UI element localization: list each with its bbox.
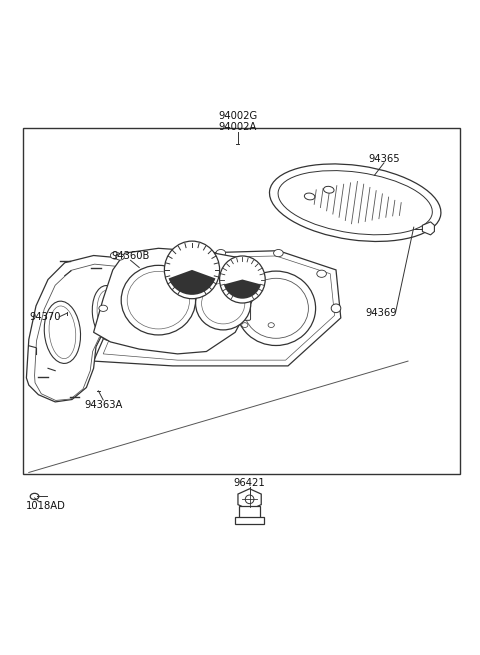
Ellipse shape xyxy=(97,290,119,336)
Wedge shape xyxy=(224,280,261,299)
Ellipse shape xyxy=(242,323,248,328)
Ellipse shape xyxy=(155,276,225,341)
Polygon shape xyxy=(94,248,254,354)
Ellipse shape xyxy=(317,270,326,277)
Ellipse shape xyxy=(202,283,245,324)
Ellipse shape xyxy=(324,186,334,193)
Ellipse shape xyxy=(269,164,441,242)
Ellipse shape xyxy=(44,301,81,364)
Ellipse shape xyxy=(148,269,232,348)
Text: 94363A: 94363A xyxy=(84,400,122,410)
Ellipse shape xyxy=(116,254,124,260)
Polygon shape xyxy=(235,517,264,524)
Text: 94002A: 94002A xyxy=(218,122,257,132)
Ellipse shape xyxy=(127,271,190,329)
Polygon shape xyxy=(103,256,335,360)
Ellipse shape xyxy=(236,271,316,345)
Polygon shape xyxy=(94,251,341,366)
Ellipse shape xyxy=(192,248,201,254)
Ellipse shape xyxy=(304,193,315,200)
Polygon shape xyxy=(238,489,261,510)
Ellipse shape xyxy=(236,261,244,267)
Ellipse shape xyxy=(274,250,283,257)
Ellipse shape xyxy=(196,277,251,330)
Text: 1018AD: 1018AD xyxy=(25,501,66,511)
Text: 94365: 94365 xyxy=(368,154,400,164)
Ellipse shape xyxy=(110,252,120,259)
Ellipse shape xyxy=(30,493,39,500)
Ellipse shape xyxy=(331,304,341,312)
Ellipse shape xyxy=(164,241,219,299)
Text: 94002G: 94002G xyxy=(218,111,257,121)
Polygon shape xyxy=(422,222,434,235)
Polygon shape xyxy=(239,506,260,519)
Text: 94370: 94370 xyxy=(30,312,61,322)
Ellipse shape xyxy=(216,250,226,257)
Ellipse shape xyxy=(268,323,275,328)
Ellipse shape xyxy=(278,170,432,234)
Ellipse shape xyxy=(243,278,308,338)
Wedge shape xyxy=(168,270,216,295)
Polygon shape xyxy=(26,255,146,402)
Ellipse shape xyxy=(49,306,76,359)
Polygon shape xyxy=(35,264,140,400)
Ellipse shape xyxy=(121,265,196,335)
Bar xyxy=(23,128,460,474)
Text: 94369: 94369 xyxy=(366,308,397,318)
Ellipse shape xyxy=(220,323,227,328)
Ellipse shape xyxy=(245,495,254,504)
Ellipse shape xyxy=(158,250,168,257)
Ellipse shape xyxy=(92,286,124,341)
Text: 94360B: 94360B xyxy=(111,251,150,261)
Text: 96421: 96421 xyxy=(234,477,265,487)
FancyBboxPatch shape xyxy=(221,303,251,320)
Ellipse shape xyxy=(99,305,108,311)
Ellipse shape xyxy=(219,256,265,303)
